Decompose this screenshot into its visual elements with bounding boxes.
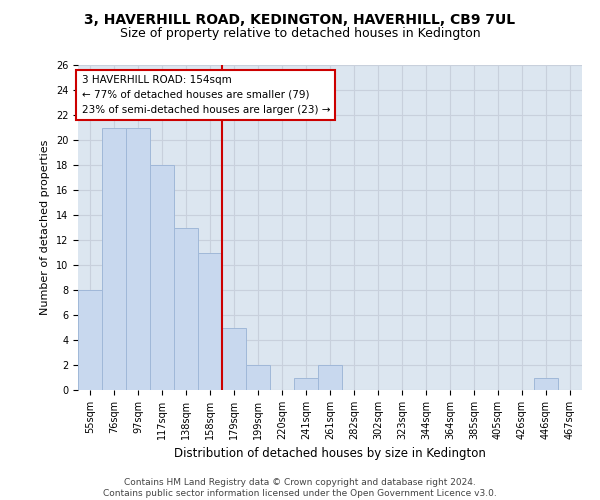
Bar [126, 128, 150, 390]
Bar [534, 378, 558, 390]
Bar [78, 290, 102, 390]
Y-axis label: Number of detached properties: Number of detached properties [40, 140, 50, 315]
Text: Contains HM Land Registry data © Crown copyright and database right 2024.
Contai: Contains HM Land Registry data © Crown c… [103, 478, 497, 498]
Bar [174, 228, 198, 390]
Bar [150, 165, 174, 390]
Bar [294, 378, 318, 390]
Text: 3, HAVERHILL ROAD, KEDINGTON, HAVERHILL, CB9 7UL: 3, HAVERHILL ROAD, KEDINGTON, HAVERHILL,… [85, 12, 515, 26]
Bar [198, 252, 222, 390]
Bar [246, 365, 270, 390]
Text: 3 HAVERHILL ROAD: 154sqm
← 77% of detached houses are smaller (79)
23% of semi-d: 3 HAVERHILL ROAD: 154sqm ← 77% of detach… [82, 75, 330, 114]
Bar [102, 128, 126, 390]
Text: Size of property relative to detached houses in Kedington: Size of property relative to detached ho… [119, 28, 481, 40]
X-axis label: Distribution of detached houses by size in Kedington: Distribution of detached houses by size … [174, 448, 486, 460]
Bar [318, 365, 342, 390]
Bar [222, 328, 246, 390]
